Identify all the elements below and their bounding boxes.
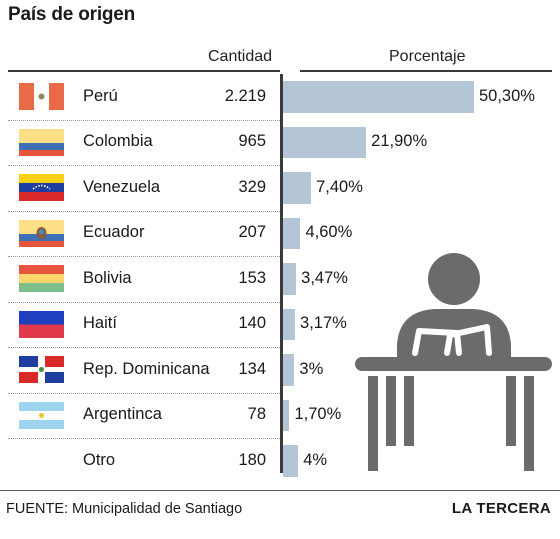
category-label: Otro bbox=[83, 450, 116, 469]
person-at-desk-icon bbox=[355, 253, 552, 471]
category-label: Colombia bbox=[83, 132, 153, 151]
category-label: Venezuela bbox=[83, 177, 161, 196]
percent-label: 7,40% bbox=[316, 177, 363, 196]
bar-axis bbox=[280, 74, 283, 473]
percent-bar bbox=[283, 217, 301, 249]
percent-label: 1,70% bbox=[294, 405, 342, 424]
chart-title: País de origen bbox=[8, 4, 136, 25]
percent-label: 21,90% bbox=[371, 132, 428, 151]
percent-bar bbox=[283, 172, 312, 204]
row-separator bbox=[8, 119, 280, 121]
category-label: Bolivia bbox=[83, 268, 132, 287]
quantity-value: 153 bbox=[238, 268, 266, 287]
row-separator bbox=[8, 210, 280, 212]
row-separator bbox=[8, 256, 280, 257]
colombia-flag-icon bbox=[19, 128, 64, 156]
percent-label: 3,17% bbox=[300, 314, 347, 333]
row-separator bbox=[8, 392, 280, 394]
percent-bar bbox=[283, 445, 299, 477]
row-separator bbox=[8, 165, 280, 166]
percent-label: 4,60% bbox=[305, 223, 353, 242]
percent-column-header: Porcentaje bbox=[389, 48, 466, 65]
footer-rule bbox=[0, 490, 560, 491]
percent-bar bbox=[283, 354, 295, 386]
bolivia-flag-icon bbox=[19, 265, 64, 293]
source-note: FUENTE: Municipalidad de Santiago bbox=[6, 501, 243, 517]
dominican-republic-flag-icon bbox=[19, 356, 64, 384]
venezuela-flag-icon bbox=[19, 174, 64, 202]
row-separator bbox=[8, 438, 280, 439]
peru-flag-icon bbox=[19, 83, 64, 111]
quantity-value: 2.219 bbox=[224, 86, 266, 105]
quantity-column-header: Cantidad bbox=[208, 48, 273, 65]
row-separator bbox=[8, 347, 280, 348]
row-separator bbox=[8, 301, 280, 303]
quantity-value: 965 bbox=[238, 132, 266, 151]
percent-bar bbox=[283, 126, 367, 158]
quantity-value: 140 bbox=[238, 314, 266, 333]
quantity-value: 78 bbox=[247, 405, 266, 424]
category-label: Argentinca bbox=[83, 405, 162, 424]
haiti-flag-icon bbox=[19, 310, 64, 338]
percent-bar bbox=[283, 308, 296, 340]
header-rule-left bbox=[8, 70, 280, 72]
percent-bar bbox=[283, 263, 297, 295]
percent-bar bbox=[283, 81, 474, 113]
percent-label: 3% bbox=[299, 359, 324, 378]
category-label: Rep. Dominicana bbox=[83, 359, 210, 378]
percent-label: 3,47% bbox=[301, 268, 348, 287]
header-rule-right bbox=[300, 70, 552, 72]
percent-bar bbox=[283, 399, 290, 431]
argentina-flag-icon bbox=[19, 401, 64, 429]
category-label: Ecuador bbox=[83, 223, 145, 242]
percent-label: 50,30% bbox=[479, 86, 535, 105]
category-label: Haití bbox=[83, 314, 117, 333]
quantity-value: 134 bbox=[238, 359, 266, 378]
category-label: Perú bbox=[83, 86, 118, 105]
ecuador-flag-icon bbox=[19, 219, 64, 247]
quantity-value: 180 bbox=[238, 450, 266, 469]
quantity-value: 329 bbox=[238, 177, 266, 196]
brand-logo: LA TERCERA bbox=[451, 500, 551, 517]
quantity-value: 207 bbox=[238, 223, 266, 242]
percent-label: 4% bbox=[303, 450, 328, 469]
